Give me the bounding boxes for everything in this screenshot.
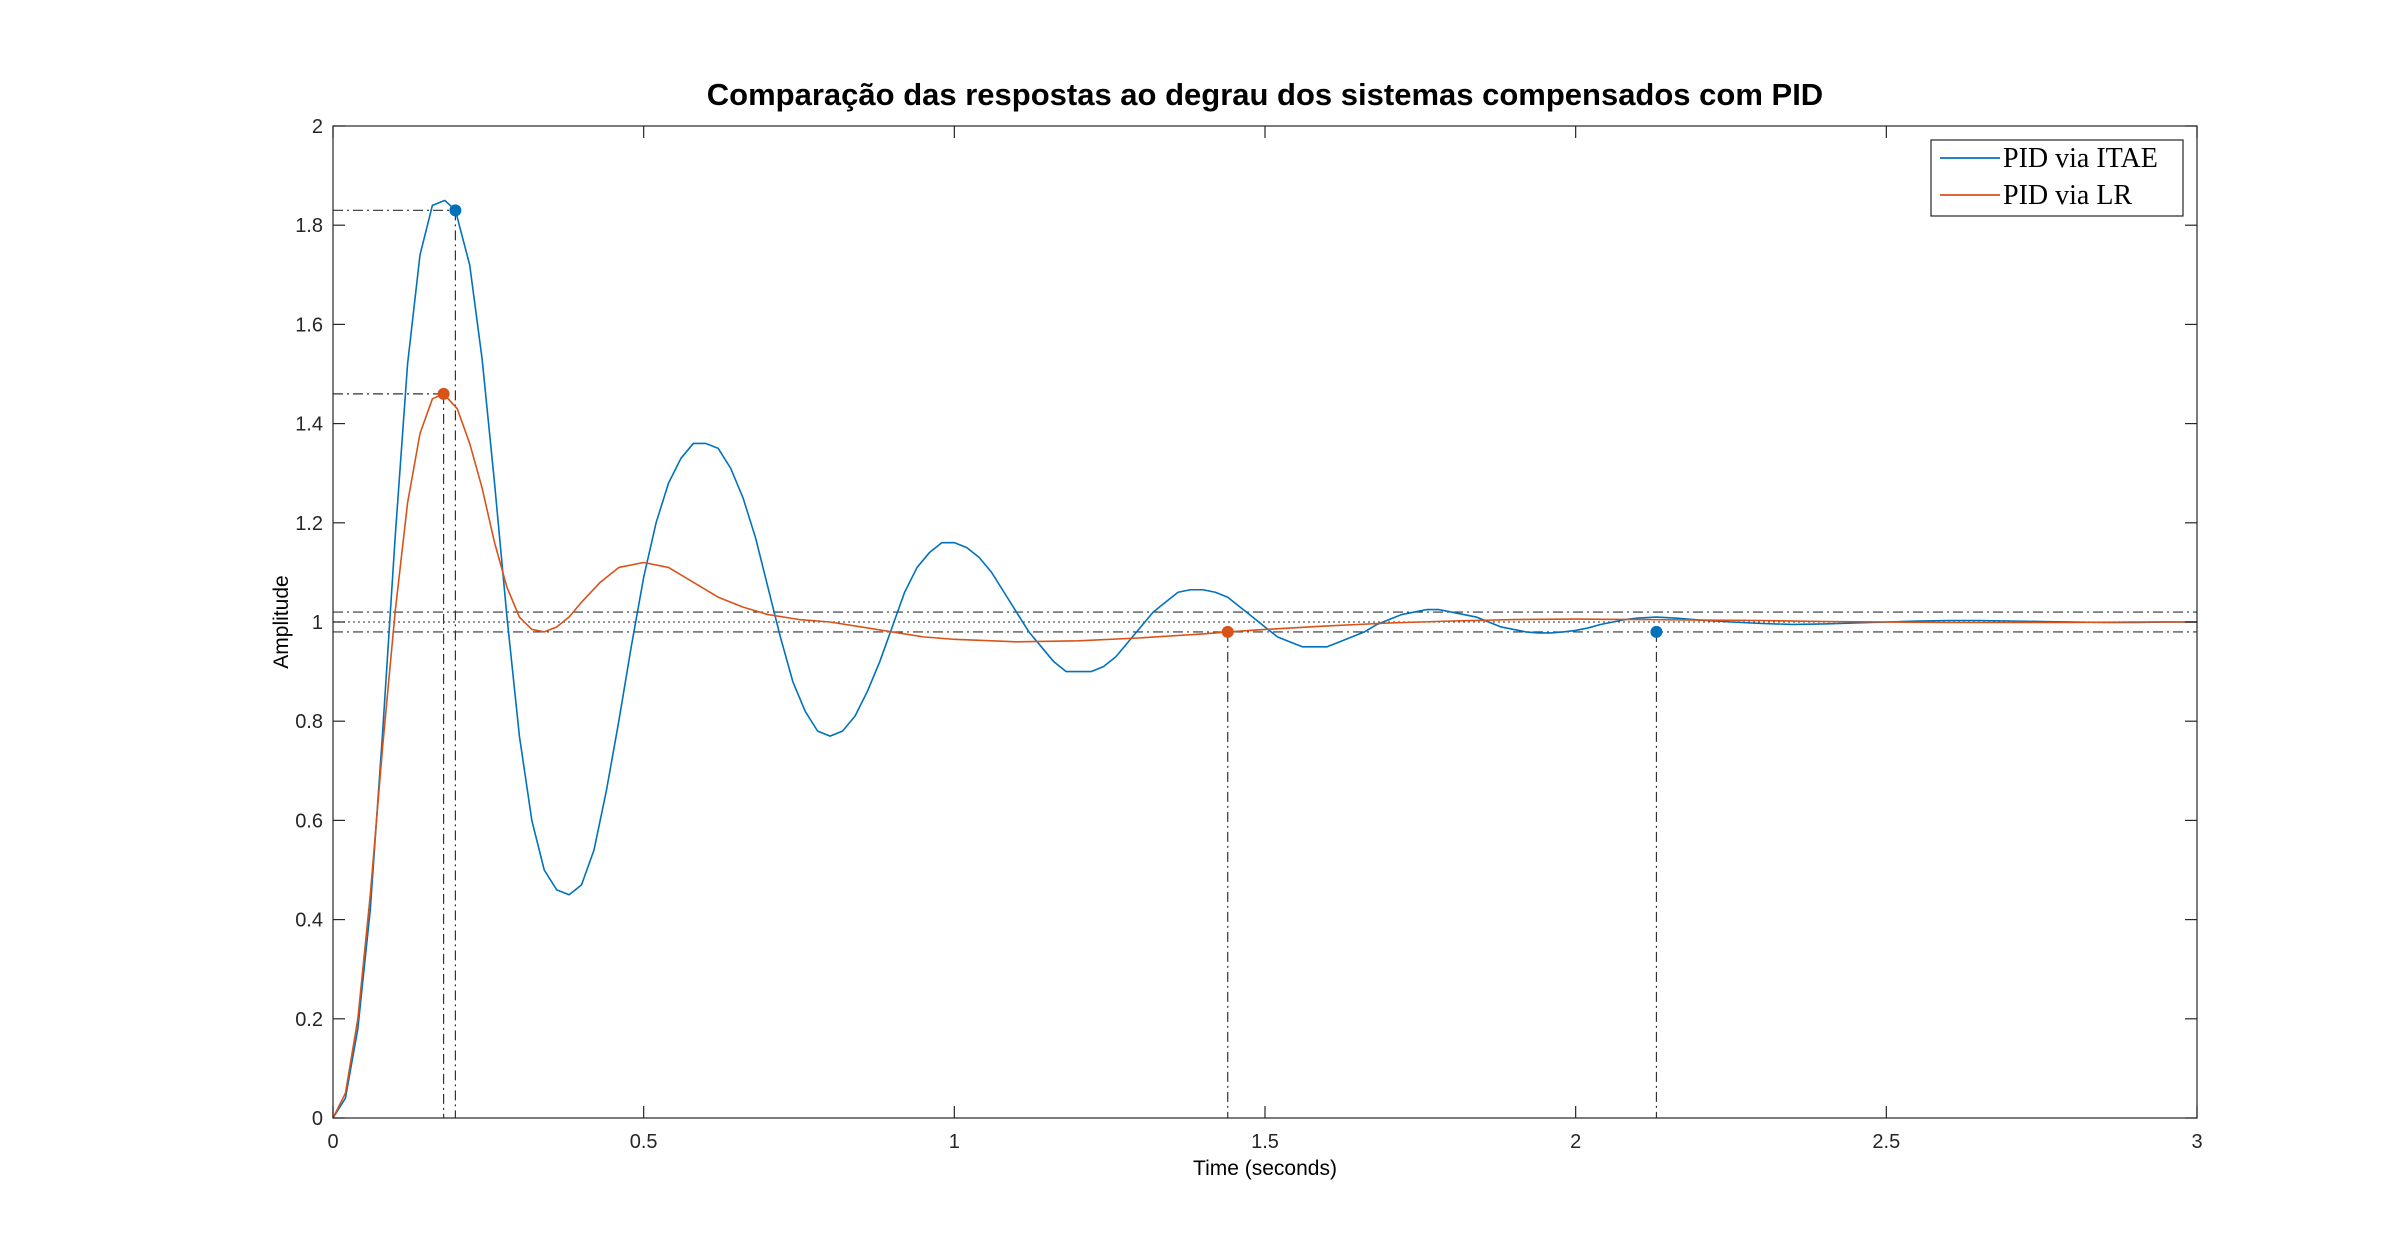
- y-axis-label: Amplitude: [270, 575, 293, 668]
- reference-lines: [333, 209, 2197, 1118]
- peak-marker-itae[interactable]: [449, 204, 462, 217]
- x-tick-label: 2: [1570, 1131, 1581, 1153]
- legend[interactable]: PID via ITAE PID via LR: [1930, 139, 2184, 217]
- markers-layer: [437, 204, 1663, 638]
- x-tick-label: 3: [2191, 1131, 2202, 1153]
- settling-marker-lr[interactable]: [1221, 625, 1234, 638]
- x-axis-label: Time (seconds): [1193, 1157, 1337, 1180]
- y-tick-label: 0.2: [295, 1009, 323, 1031]
- settling-marker-itae[interactable]: [1650, 625, 1663, 638]
- y-tick-label: 1.4: [295, 414, 323, 436]
- y-tick-label: 0.8: [295, 711, 323, 733]
- x-tick-label: 0.5: [630, 1131, 658, 1153]
- y-tick-label: 0.4: [295, 910, 323, 932]
- legend-box: [1930, 139, 2184, 217]
- y-tick-label: 0.6: [295, 810, 323, 832]
- y-tick-label: 1.2: [295, 513, 323, 535]
- x-tick-label: 0: [327, 1131, 338, 1153]
- peak-marker-lr[interactable]: [437, 387, 450, 400]
- x-tick-label: 1: [949, 1131, 960, 1153]
- y-tick-label: 0: [312, 1108, 323, 1130]
- y-tick-label: 1: [312, 612, 323, 634]
- chart-title: Comparação das respostas ao degrau dos s…: [707, 77, 1823, 112]
- axis-ticks: 0 0.5 1 1.5 2 2.5 3 0 0.2 0.4 0.6 0.8 1 1.2 1.4 1.6 1.8 2: [295, 116, 2202, 1153]
- legend-label-itae: PID via ITAE: [2003, 143, 2158, 174]
- y-tick-label: 2: [312, 116, 323, 138]
- legend-label-lr: PID via LR: [2003, 180, 2132, 211]
- x-tick-label: 2.5: [1872, 1131, 1900, 1153]
- y-tick-label: 1.6: [295, 314, 323, 336]
- y-tick-label: 1.8: [295, 215, 323, 237]
- x-tick-label: 1.5: [1251, 1131, 1279, 1153]
- series-line-pid-itae: [332, 199, 2197, 1119]
